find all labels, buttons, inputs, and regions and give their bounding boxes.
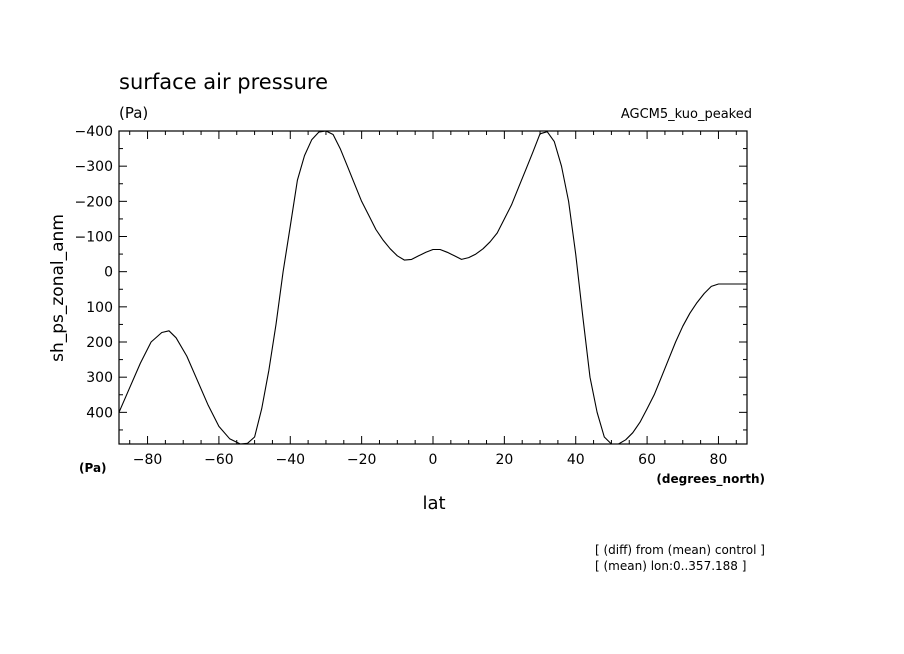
series-layer — [118, 130, 747, 445]
x-tick-label: 80 — [710, 452, 728, 468]
y-tick-label: 400 — [86, 405, 113, 421]
dataset-label: AGCM5_kuo_peaked — [621, 107, 752, 122]
y-tick-label: 300 — [86, 370, 113, 386]
chart-title: surface air pressure — [119, 70, 328, 94]
y-tick-label: 100 — [86, 300, 113, 316]
x-tick-label: −40 — [275, 452, 305, 468]
series-line — [118, 130, 747, 445]
x-tick-label: −20 — [347, 452, 377, 468]
units-label: (Pa) — [119, 104, 148, 122]
y-tick-label: −400 — [75, 124, 113, 140]
y-tick-label: −100 — [75, 230, 113, 246]
y-axis-label: sh_ps_zonal_anm — [48, 214, 68, 362]
x-tick-label: 0 — [429, 452, 438, 468]
mean-note: [ (mean) lon:0..357.188 ] — [595, 559, 746, 573]
y-axis-ticks: −400 −300 −200 −100 0 100 200 300 400 — [75, 124, 747, 431]
x-tick-label: 60 — [638, 452, 656, 468]
y-tick-label: 200 — [86, 335, 113, 351]
y-tick-label: −200 — [75, 194, 113, 210]
x-units-label: (degrees_north) — [656, 472, 765, 487]
diff-note: [ (diff) from (mean) control ] — [595, 543, 765, 557]
x-axis-label: lat — [422, 493, 445, 514]
y-units-label: (Pa) — [79, 461, 107, 475]
x-axis-ticks: −80 −60 −40 −20 0 20 40 60 80 — [129, 131, 737, 468]
x-tick-label: −80 — [133, 452, 163, 468]
y-tick-label: −300 — [75, 159, 113, 175]
x-tick-label: −60 — [204, 452, 234, 468]
y-tick-label: 0 — [104, 265, 113, 281]
x-tick-label: 40 — [567, 452, 585, 468]
x-tick-label: 20 — [495, 452, 513, 468]
